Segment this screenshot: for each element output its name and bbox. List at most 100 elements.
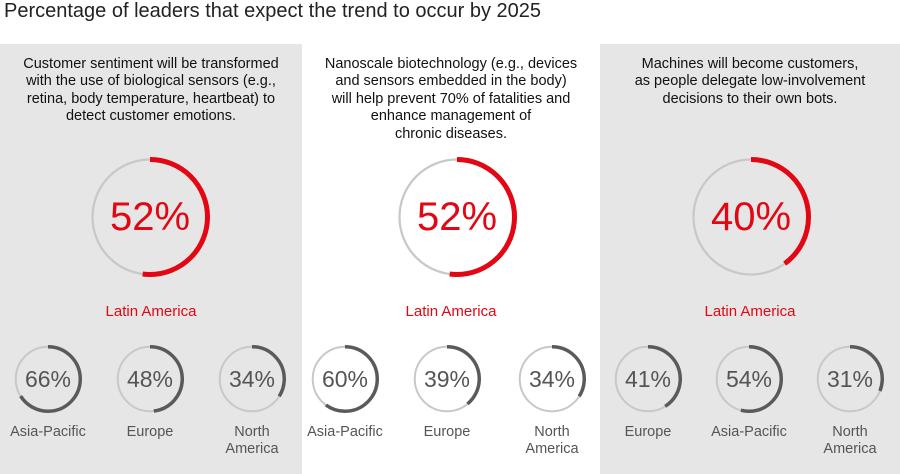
region-label: Asia-Pacific	[8, 424, 88, 441]
region-label-line: Europe	[624, 424, 672, 440]
region-label-line: Asia-Pacific	[10, 424, 86, 440]
highlight-donut-svg	[90, 157, 210, 277]
region-label: North America	[810, 424, 890, 459]
trend-description-line: with the use of biological sensors (e.g.…	[26, 73, 276, 90]
region-donut-arc	[518, 345, 586, 413]
region-donut-arc	[413, 345, 481, 413]
region-donut: 66% Asia-Pacific	[8, 344, 88, 441]
region-ring: 66%	[13, 344, 83, 414]
region-donut-svg	[413, 345, 481, 413]
highlight-donut: 40%	[690, 156, 812, 278]
trend-panel-1: Customer sentiment will be transformed wi…	[0, 44, 302, 474]
region-donut-svg	[14, 345, 82, 413]
region-label-line: Europe	[423, 424, 471, 440]
region-label-line: America	[525, 441, 579, 458]
region-percent: 41%	[624, 366, 672, 392]
highlight-donut-arc	[397, 157, 517, 277]
region-donut-arc	[816, 345, 884, 413]
trend-description: Machines will become customers, as people…	[600, 56, 900, 108]
region-ring: 60%	[310, 344, 380, 414]
region-percent: 39%	[423, 366, 471, 392]
region-label-line: America	[823, 441, 877, 458]
highlight-percent: 40%	[710, 195, 792, 239]
region-donut-svg	[715, 345, 783, 413]
region-label-line: Asia-Pacific	[711, 424, 787, 440]
highlight-region-label: Latin America	[405, 303, 497, 320]
region-donut: 34% North America	[212, 344, 292, 459]
trend-description-line: enhance management of	[370, 108, 532, 125]
region-label: Europe	[407, 424, 487, 441]
trend-description-line: will help prevent 70% of fatalities and	[331, 90, 571, 107]
region-percent: 31%	[826, 366, 874, 392]
region-donut-svg	[518, 345, 586, 413]
region-label-line: America	[225, 441, 279, 458]
region-donut: 31% North America	[810, 344, 890, 459]
trend-panel-3: Machines will become customers, as people…	[600, 44, 900, 474]
region-ring: 39%	[412, 344, 482, 414]
highlight-percent: 52%	[109, 195, 191, 239]
trend-panel-2: Nanoscale biotechnology (e.g., devices an…	[302, 44, 600, 474]
region-ring: 34%	[517, 344, 587, 414]
region-label: North America	[512, 424, 592, 459]
region-donut: 39% Europe	[407, 344, 487, 441]
region-label: North America	[212, 424, 292, 459]
highlight-region-label: Latin America	[105, 303, 197, 320]
region-donut-svg	[614, 345, 682, 413]
trend-description-line: as people delegate low-involvement	[634, 73, 866, 90]
region-donut: 60% Asia-Pacific	[305, 344, 385, 441]
highlight-percent: 52%	[416, 195, 498, 239]
trend-description-line: Machines will become customers,	[641, 56, 859, 72]
region-label: Europe	[110, 424, 190, 441]
trend-description-line: decisions to their own bots.	[662, 90, 838, 107]
region-donut: 54% Asia-Pacific	[709, 344, 789, 441]
region-donut: 34% North America	[512, 344, 592, 459]
region-label-line: Europe	[126, 424, 174, 440]
region-percent: 34%	[228, 366, 276, 392]
region-donut: 41% Europe	[608, 344, 688, 441]
region-donut: 48% Europe	[110, 344, 190, 441]
trend-description-line: Nanoscale biotechnology (e.g., devices	[324, 56, 578, 72]
region-ring: 41%	[613, 344, 683, 414]
region-label-line: Asia-Pacific	[307, 424, 383, 440]
region-donut-arc	[116, 345, 184, 413]
trend-description: Nanoscale biotechnology (e.g., devices an…	[302, 56, 600, 143]
region-percent: 48%	[126, 366, 174, 392]
region-donut-svg	[311, 345, 379, 413]
region-label-line: North	[234, 424, 270, 440]
region-donut-arc	[715, 345, 783, 413]
region-donut-svg	[816, 345, 884, 413]
highlight-donut-svg	[691, 157, 811, 277]
region-label: Europe	[608, 424, 688, 441]
trend-description-line: and sensors embedded in the body)	[335, 73, 567, 90]
highlight-donut-svg	[397, 157, 517, 277]
region-ring: 31%	[815, 344, 885, 414]
highlight-donut-arc	[90, 157, 210, 277]
region-ring: 54%	[714, 344, 784, 414]
highlight-donut-arc	[691, 157, 811, 277]
region-donut-arc	[14, 345, 82, 413]
region-label: Asia-Pacific	[709, 424, 789, 441]
highlight-region-label: Latin America	[704, 303, 796, 320]
highlight-donut: 52%	[396, 156, 518, 278]
trend-description: Customer sentiment will be transformed wi…	[0, 56, 302, 126]
region-donut-svg	[218, 345, 286, 413]
region-label-line: North	[832, 424, 868, 440]
region-percent: 60%	[321, 366, 369, 392]
region-percent: 66%	[24, 366, 72, 392]
region-donut-arc	[311, 345, 379, 413]
region-donut-arc	[614, 345, 682, 413]
region-ring: 48%	[115, 344, 185, 414]
region-label-line: North	[534, 424, 570, 440]
region-label: Asia-Pacific	[305, 424, 385, 441]
region-ring: 34%	[217, 344, 287, 414]
region-donut-arc	[218, 345, 286, 413]
trend-description-line: chronic diseases.	[394, 125, 508, 142]
trend-description-line: retina, body temperature, heartbeat) to	[26, 90, 276, 107]
region-percent: 34%	[528, 366, 576, 392]
region-percent: 54%	[725, 366, 773, 392]
highlight-donut: 52%	[89, 156, 211, 278]
region-donut-svg	[116, 345, 184, 413]
chart-title: Percentage of leaders that expect the tr…	[4, 0, 542, 22]
trend-description-line: Customer sentiment will be transformed	[23, 56, 279, 72]
trend-description-line: detect customer emotions.	[65, 108, 237, 125]
